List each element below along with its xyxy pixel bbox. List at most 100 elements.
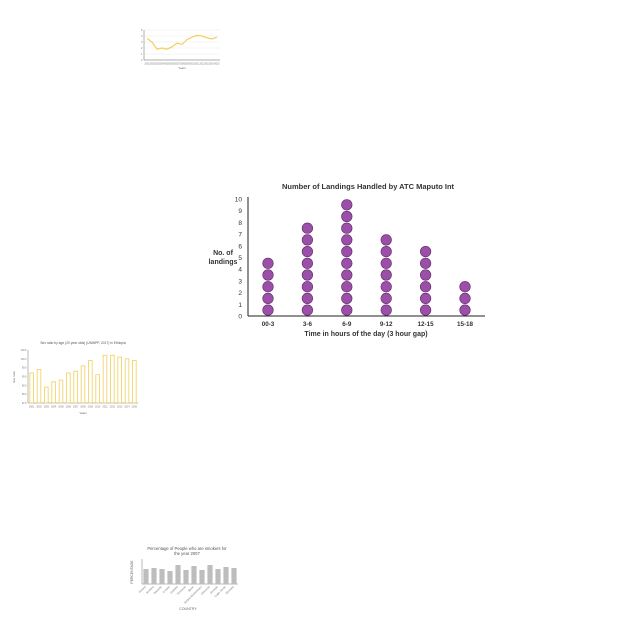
dot-mark bbox=[380, 292, 392, 304]
dot-mark bbox=[459, 281, 471, 293]
line-x-tick-label: 2004 bbox=[159, 64, 165, 66]
dot-y-tick-label: 0 bbox=[238, 314, 242, 321]
ratio-bar bbox=[124, 358, 130, 404]
line-x-tick-label: 2010 bbox=[189, 64, 195, 66]
smoke-x-tick-label: Spain bbox=[187, 585, 195, 593]
ratio-y-tick-label: 100.0 bbox=[21, 358, 28, 361]
ratio-chart-y-ticks: 97.5 98.0 98.5 99.0 99.5 100.0 100.5 bbox=[21, 349, 28, 405]
smoke-chart-xlabel: COUNTRY bbox=[179, 607, 197, 611]
line-x-tick-label: 2006 bbox=[169, 64, 175, 66]
ratio-x-tick-label: 2007 bbox=[73, 406, 79, 409]
smoke-bar bbox=[231, 568, 237, 584]
smoke-bar bbox=[167, 571, 173, 584]
dot-y-tick-label: 6 bbox=[238, 243, 242, 250]
smoke-x-tick-label: Poland bbox=[138, 585, 147, 594]
smoke-chart-ylabel: PERCENTAGE bbox=[130, 560, 134, 584]
ratio-y-tick-label: 98.0 bbox=[22, 393, 27, 396]
ratio-y-tick-label: 98.5 bbox=[22, 384, 27, 387]
ratio-x-tick-label: 2015 bbox=[132, 406, 138, 409]
ratio-chart-title: Sex ratio by age (20 year olds) (UNWPP, … bbox=[40, 341, 126, 345]
dot-y-tick-label: 1 bbox=[238, 302, 242, 309]
dot-mark bbox=[420, 281, 432, 293]
ratio-bar bbox=[29, 372, 34, 404]
smoke-bar bbox=[191, 566, 197, 584]
dot-mark bbox=[380, 281, 392, 293]
line-x-tick-label: 2007 bbox=[174, 64, 180, 66]
dot-mark bbox=[262, 304, 274, 316]
smoke-x-tick-label: Rwanda bbox=[153, 585, 163, 595]
line-y-tick-label: 2 bbox=[141, 46, 143, 50]
dot-mark bbox=[459, 292, 471, 304]
line-y-tick-label: 3 bbox=[141, 40, 143, 44]
smoke-bar bbox=[215, 569, 221, 584]
dot-mark bbox=[341, 281, 353, 293]
ratio-bar bbox=[44, 386, 49, 404]
ratio-y-tick-label: 97.5 bbox=[22, 402, 27, 405]
dot-mark bbox=[420, 257, 432, 269]
dot-mark bbox=[380, 234, 392, 246]
dot-mark bbox=[301, 304, 313, 316]
dot-chart-ylabel-line1: No. of bbox=[213, 250, 233, 257]
smoke-chart-bars bbox=[143, 565, 237, 584]
dot-mark bbox=[301, 222, 313, 234]
dot-mark bbox=[341, 245, 353, 258]
ratio-y-tick-label: 99.5 bbox=[22, 367, 27, 370]
ratio-bar bbox=[58, 379, 64, 404]
dot-y-tick-label: 7 bbox=[238, 232, 242, 239]
ratio-x-tick-label: 2012 bbox=[110, 406, 116, 409]
ratio-chart-xlabel: Years bbox=[79, 411, 87, 415]
dot-chart-marks bbox=[262, 199, 471, 316]
ratio-x-tick-label: 2009 bbox=[88, 406, 94, 409]
line-chart-y-ticks: 0 1 2 3 4 5 bbox=[141, 28, 143, 62]
dot-y-tick-label: 5 bbox=[238, 255, 242, 262]
dot-x-tick-label: 00-3 bbox=[262, 321, 275, 328]
dot-mark bbox=[301, 245, 313, 258]
ratio-y-tick-label: 99.0 bbox=[22, 376, 27, 379]
dot-mark bbox=[420, 245, 432, 258]
smoke-chart-title-line2: the year 2007 bbox=[174, 551, 200, 556]
dot-y-tick-label: 2 bbox=[238, 290, 242, 297]
dot-mark bbox=[301, 234, 313, 246]
smoke-bar bbox=[175, 565, 181, 584]
line-y-tick-label: 0 bbox=[141, 58, 143, 62]
smoke-x-tick-label: Georgia bbox=[209, 585, 219, 595]
dot-chart-title: Number of Landings Handled by ATC Maputo… bbox=[282, 182, 455, 191]
line-x-tick-label: 2009 bbox=[184, 64, 190, 66]
ratio-chart-x-ticks: 2001 2002 2003 2004 2005 2006 2007 2008 2009 2010… bbox=[29, 406, 138, 409]
dot-mark bbox=[341, 257, 353, 269]
line-y-tick-label: 4 bbox=[141, 34, 143, 38]
smoke-bar bbox=[223, 567, 229, 584]
dot-mark bbox=[301, 269, 313, 281]
ratio-bar bbox=[132, 360, 137, 404]
line-x-tick-label: 2015 bbox=[214, 64, 220, 66]
dot-mark bbox=[262, 281, 274, 293]
ratio-x-tick-label: 2001 bbox=[29, 406, 35, 409]
ratio-bar bbox=[51, 381, 56, 404]
dot-y-tick-label: 4 bbox=[238, 267, 242, 274]
dot-mark bbox=[420, 292, 432, 304]
line-series bbox=[146, 34, 218, 50]
dot-y-tick-label: 3 bbox=[238, 278, 242, 285]
dot-mark bbox=[341, 199, 353, 211]
smoke-bar bbox=[183, 570, 189, 584]
dot-x-tick-label: 9-12 bbox=[380, 321, 393, 328]
ratio-x-tick-label: 2005 bbox=[58, 406, 64, 409]
ratio-bar bbox=[36, 369, 42, 404]
smoke-bar bbox=[199, 570, 205, 584]
line-x-tick-label: 2003 bbox=[154, 64, 160, 66]
dot-chart-x-ticks: 00-3 3-6 6-9 9-12 12-15 15-18 bbox=[262, 321, 474, 328]
dot-x-tick-label: 3-6 bbox=[303, 321, 313, 328]
dot-mark bbox=[262, 292, 274, 304]
dot-plot-chart: Number of Landings Handled by ATC Maputo… bbox=[209, 182, 485, 338]
line-x-tick-label: 2012 bbox=[199, 64, 205, 66]
dot-mark bbox=[341, 210, 353, 223]
dot-y-tick-label: 9 bbox=[238, 208, 242, 215]
dot-mark bbox=[341, 304, 353, 316]
smoke-bar bbox=[207, 565, 213, 584]
dot-x-tick-label: 15-18 bbox=[457, 321, 474, 328]
line-x-tick-label: 2011 bbox=[195, 64, 201, 66]
line-x-tick-label: 2005 bbox=[164, 64, 170, 66]
smoke-bar bbox=[159, 569, 165, 584]
